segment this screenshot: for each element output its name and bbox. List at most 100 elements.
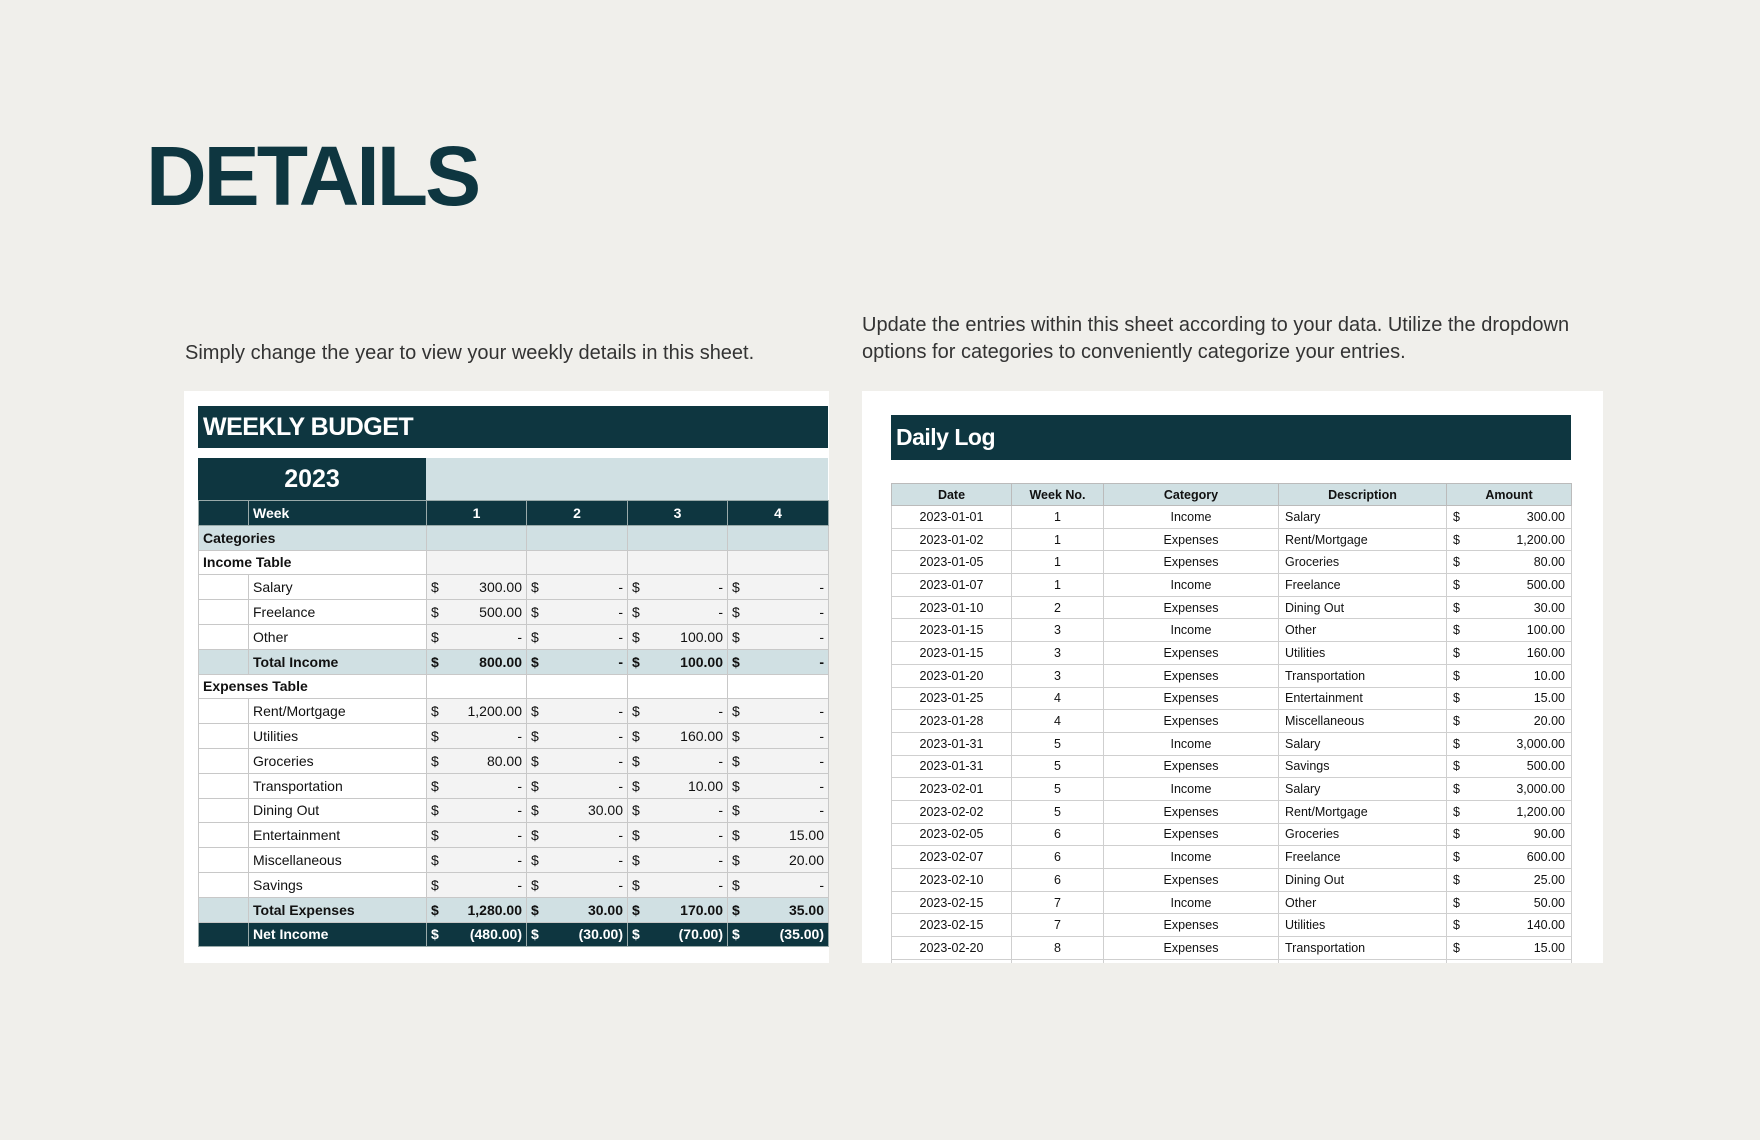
amount-cell[interactable]: $ - [426,723,527,749]
column-header-week-no-[interactable]: Week No. [1011,483,1104,506]
amount-cell[interactable]: $ - [727,797,829,824]
category-cell[interactable]: Expenses [1103,913,1279,938]
week-no-cell[interactable]: 6 [1011,822,1104,847]
category-cell[interactable]: Income [1103,573,1279,597]
amount-cell[interactable]: $ - [627,747,728,774]
amount-cell[interactable]: $160.00 [1446,641,1572,665]
amount-cell[interactable]: $ - [727,574,829,601]
category-cell[interactable]: Income [1103,618,1279,643]
date-cell[interactable]: 2023-01-02 [891,527,1012,552]
description-cell[interactable]: Utilities [1278,641,1447,665]
amount-cell[interactable]: $3,000.00 [1446,731,1572,756]
date-cell[interactable]: 2023-02-07 [891,845,1012,869]
week-no-cell[interactable]: 5 [1011,731,1104,756]
description-cell[interactable]: Dining Out [1278,868,1447,892]
amount-cell[interactable]: $ - [727,723,829,749]
amount-cell[interactable]: $ - [727,747,829,774]
date-cell[interactable]: 2023-01-28 [891,709,1012,733]
amount-cell[interactable]: $160.00 [627,723,728,749]
date-cell[interactable]: 2023-01-20 [891,663,1012,688]
week-no-cell[interactable]: 1 [1011,527,1104,552]
description-cell[interactable]: Rent/Mortgage [1278,527,1447,552]
amount-cell[interactable]: $ - [426,847,527,873]
category-cell[interactable]: Expenses [1103,936,1279,960]
amount-cell[interactable]: $80.00 [1446,550,1572,575]
amount-cell[interactable]: $80.00 [426,747,527,774]
amount-cell[interactable]: $ - [727,599,829,625]
amount-cell[interactable]: $ - [426,623,527,650]
description-cell[interactable]: Dining Out [1278,595,1447,620]
amount-cell[interactable]: $1,200.00 [1446,799,1572,824]
amount-cell[interactable]: $170.00 [627,896,728,923]
category-cell[interactable]: Income [1103,845,1279,869]
week-no-cell[interactable]: 4 [1011,686,1104,711]
amount-cell[interactable]: $20.00 [1446,709,1572,733]
week-no-cell[interactable]: 1 [1011,573,1104,597]
amount-cell[interactable]: $ - [627,797,728,824]
amount-cell[interactable]: $140.00 [1446,913,1572,938]
amount-cell[interactable]: $ - [526,574,628,601]
description-cell[interactable]: Miscellaneous [1278,709,1447,733]
date-cell[interactable]: 2023-01-25 [891,686,1012,711]
week-no-cell[interactable]: 4 [1011,709,1104,733]
category-cell[interactable]: Expenses [1103,595,1279,620]
category-cell[interactable]: Expenses [1103,527,1279,552]
amount-cell[interactable]: $1,280.00 [426,896,527,923]
date-cell[interactable]: 2023-01-07 [891,573,1012,597]
amount-cell[interactable]: $ - [627,871,728,898]
amount-cell[interactable]: $ (480.00) [426,921,527,948]
amount-cell[interactable]: $100.00 [1446,618,1572,643]
amount-cell[interactable]: $10.00 [1446,663,1572,688]
amount-cell[interactable]: $ - [526,599,628,625]
amount-cell[interactable]: $ - [426,871,527,898]
amount-cell[interactable]: $35.00 [727,896,829,923]
amount-cell[interactable]: $15.00 [1446,936,1572,960]
column-header-description[interactable]: Description [1278,483,1447,506]
date-cell[interactable]: 2023-02-20 [891,936,1012,960]
amount-cell[interactable]: $10.00 [627,772,728,799]
week-no-cell[interactable]: 3 [1011,663,1104,688]
amount-cell[interactable]: $ - [526,747,628,774]
amount-cell[interactable]: $500.00 [1446,754,1572,779]
description-cell[interactable]: Salary [1278,505,1447,529]
date-cell[interactable]: 2023-02-10 [891,868,1012,892]
amount-cell[interactable]: $600.00 [1446,845,1572,869]
amount-cell[interactable]: $ (30.00) [526,921,628,948]
amount-cell[interactable]: $500.00 [1446,573,1572,597]
amount-cell[interactable]: $ - [526,822,628,849]
week-no-cell[interactable]: 2 [1011,595,1104,620]
amount-cell[interactable]: $ - [526,772,628,799]
amount-cell[interactable]: $500.00 [426,599,527,625]
date-cell[interactable]: 2023-01-15 [891,618,1012,643]
date-cell[interactable]: 2023-02-01 [891,777,1012,801]
description-cell[interactable]: Freelance [1278,573,1447,597]
description-cell[interactable]: Freelance [1278,845,1447,869]
amount-cell[interactable]: $20.00 [727,847,829,873]
amount-cell[interactable]: $ (35.00) [727,921,829,948]
category-cell[interactable]: Expenses [1103,868,1279,892]
week-no-cell[interactable]: 7 [1011,913,1104,938]
week-no-cell[interactable]: 1 [1011,505,1104,529]
description-cell[interactable]: Rent/Mortgage [1278,799,1447,824]
week-no-cell[interactable]: 6 [1011,845,1104,869]
category-cell[interactable]: Expenses [1103,550,1279,575]
amount-cell[interactable]: $90.00 [1446,822,1572,847]
amount-cell[interactable]: $ - [526,623,628,650]
description-cell[interactable]: Transportation [1278,663,1447,688]
column-header-date[interactable]: Date [891,483,1012,506]
amount-cell[interactable]: $30.00 [1446,595,1572,620]
description-cell[interactable]: Salary [1278,777,1447,801]
category-cell[interactable]: Expenses [1103,799,1279,824]
amount-cell[interactable]: $ - [727,698,829,725]
year-cell[interactable]: 2023 [198,458,426,500]
amount-cell[interactable]: $300.00 [1446,505,1572,529]
week-no-cell[interactable]: 8 [1011,936,1104,960]
amount-cell[interactable]: $ - [627,847,728,873]
description-cell[interactable]: Savings [1278,754,1447,779]
amount-cell[interactable]: $ - [727,623,829,650]
amount-cell[interactable]: $ - [627,822,728,849]
amount-cell[interactable]: $ - [526,698,628,725]
date-cell[interactable]: 2023-01-31 [891,754,1012,779]
category-cell[interactable]: Expenses [1103,709,1279,733]
amount-cell[interactable]: $800.00 [426,648,527,675]
